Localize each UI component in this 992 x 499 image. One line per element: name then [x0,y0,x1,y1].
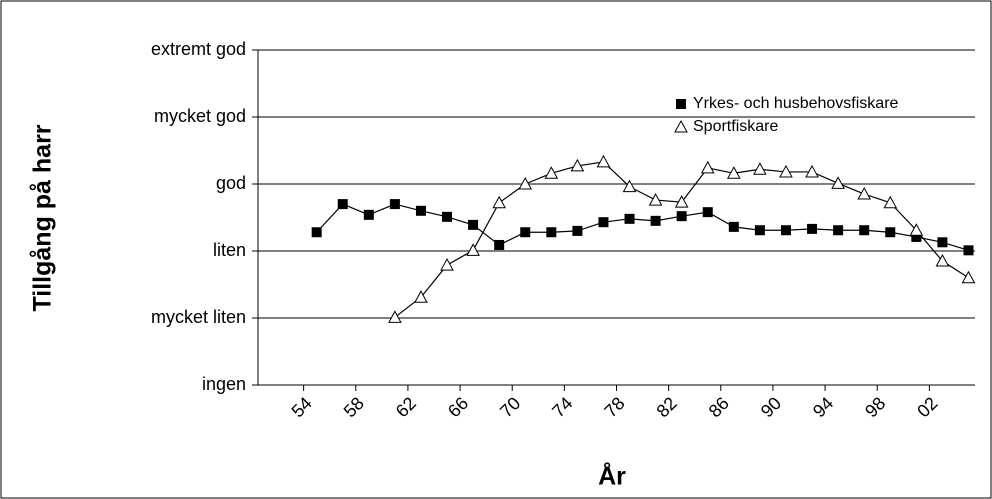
data-point [440,258,454,271]
data-point [518,176,533,190]
y-axis-title: Tillgång på harr [29,124,57,311]
data-point [363,209,374,220]
y-tick-label: god [216,173,246,193]
data-point [598,217,609,228]
data-point [883,195,898,209]
data-point [807,223,818,234]
data-point [805,164,819,178]
data-point [726,166,741,179]
data-point [754,225,765,236]
data-point [389,199,400,210]
data-point [753,162,767,175]
data-point [728,221,739,232]
legend-marker [674,119,688,133]
data-point [648,193,663,206]
y-tick-label: liten [213,240,246,260]
data-point [857,187,872,200]
legend-marker [676,99,686,109]
data-point [596,154,611,168]
data-point [885,227,896,238]
data-point [544,166,559,179]
data-point [674,195,689,208]
data-point [859,225,870,236]
data-point [415,205,426,216]
data-point [935,254,950,267]
data-point [468,219,479,230]
data-point [909,223,924,236]
y-tick-label: mycket god [154,106,246,126]
data-point [963,245,974,256]
data-point [337,199,348,210]
data-point [937,237,948,248]
data-point [779,164,793,178]
data-point [911,231,922,242]
data-point [494,239,505,250]
data-point [442,211,453,222]
y-tick-label: mycket liten [151,307,246,327]
legend-label: Sportfiskare [693,118,778,135]
data-point [570,158,585,172]
data-point [572,225,583,236]
data-point [700,160,715,174]
y-tick-label: extremt god [151,39,246,59]
data-point [831,176,845,189]
y-tick-label: ingen [202,374,246,394]
data-point [622,179,637,193]
data-point [961,270,976,284]
data-point [780,225,791,236]
data-point [388,310,402,323]
x-axis-title: År [598,462,626,491]
data-point [676,211,687,222]
data-point [546,227,557,238]
data-point [650,215,661,226]
data-point [702,207,713,218]
data-point [492,195,507,209]
data-point [311,227,322,238]
data-point [466,243,480,256]
legend-label: Yrkes- och husbehovsfiskare [693,95,899,112]
data-point [520,227,531,238]
data-point [833,225,844,236]
data-point [624,213,635,224]
data-point [414,290,428,303]
